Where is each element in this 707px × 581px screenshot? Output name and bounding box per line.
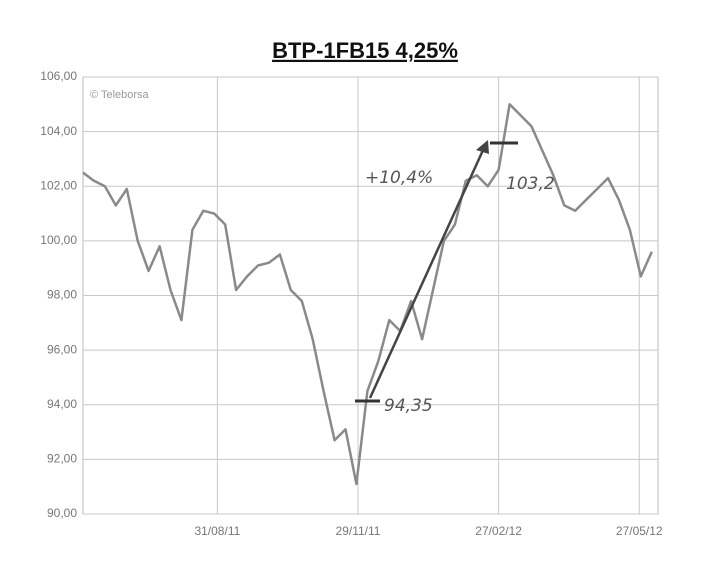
y-tick-label: 94,00 xyxy=(47,397,77,411)
arrow-head xyxy=(476,140,489,154)
annotation: 94,35 xyxy=(384,396,433,416)
y-tick-label: 90,00 xyxy=(47,506,77,520)
y-tick-label: 92,00 xyxy=(47,452,77,466)
x-tick-label: 31/08/11 xyxy=(194,524,240,538)
y-tick-label: 102,00 xyxy=(40,178,77,192)
y-tick-label: 106,00 xyxy=(40,69,77,83)
y-tick-label: 98,00 xyxy=(47,288,77,302)
x-tick-label: 27/02/12 xyxy=(475,524,522,538)
chart-title: BTP-1FB15 4,25% xyxy=(272,38,458,63)
series-line xyxy=(82,103,653,486)
x-tick-label: 27/05/12 xyxy=(616,524,663,538)
annotation: +10,4% xyxy=(365,168,433,188)
y-tick-label: 96,00 xyxy=(47,342,77,356)
x-tick-label: 29/11/11 xyxy=(336,524,381,538)
annotation-arrow xyxy=(368,147,486,399)
watermark: © Teleborsa xyxy=(90,89,150,101)
y-tick-label: 100,00 xyxy=(40,233,77,247)
y-tick-label: 104,00 xyxy=(40,124,77,138)
plot-area: 90,00 92,00 94,00 96,00 98,00 100,00 102,00 104… xyxy=(40,69,663,538)
annotation: 103,2 xyxy=(506,174,555,194)
